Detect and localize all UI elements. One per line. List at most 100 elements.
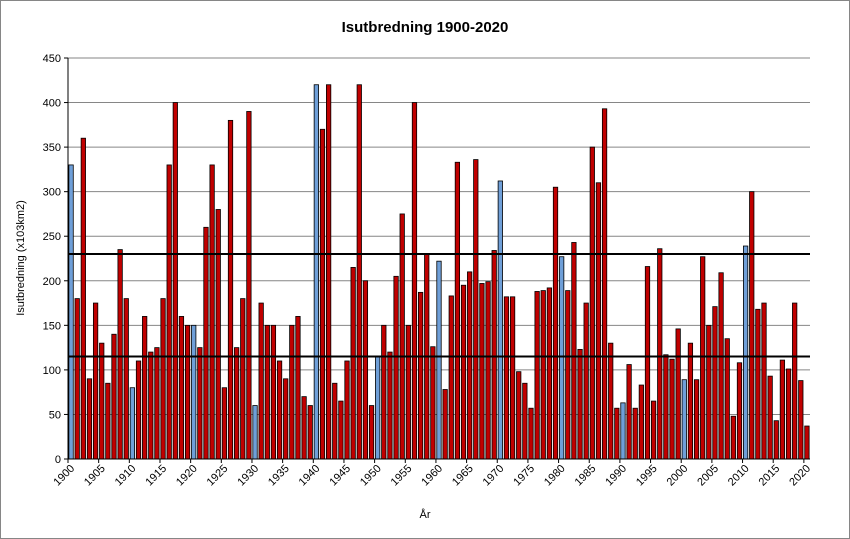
bar-1986 bbox=[595, 182, 602, 460]
y-tick-label: 300 bbox=[43, 187, 61, 199]
bar-1932 bbox=[264, 324, 270, 460]
bar-1978 bbox=[546, 287, 552, 460]
bar-1922 bbox=[203, 226, 209, 460]
bar-1918 bbox=[178, 316, 185, 460]
bar-2020 bbox=[804, 425, 810, 460]
bar-1995 bbox=[651, 400, 657, 460]
bar-2009 bbox=[736, 362, 743, 460]
bar-1943 bbox=[332, 382, 338, 460]
bar-1919 bbox=[184, 324, 191, 460]
bar-1921 bbox=[197, 347, 203, 460]
bar-1961 bbox=[442, 389, 448, 460]
bar-1960 bbox=[436, 260, 442, 460]
bar-1920 bbox=[191, 324, 197, 460]
y-tick-label: 250 bbox=[43, 231, 61, 243]
bar-1939 bbox=[307, 405, 313, 460]
bar-1972 bbox=[509, 296, 516, 460]
bar-1928 bbox=[240, 298, 246, 460]
bar-1925 bbox=[221, 387, 227, 460]
bar-2017 bbox=[785, 368, 792, 460]
bar-2014 bbox=[767, 375, 773, 460]
x-tick-label: 1925 bbox=[205, 463, 231, 489]
bar-1976 bbox=[534, 291, 540, 460]
bar-1956 bbox=[411, 102, 418, 460]
bar-1996 bbox=[657, 248, 663, 460]
bar-1988 bbox=[608, 342, 614, 460]
bar-1906 bbox=[105, 382, 111, 460]
bar-1909 bbox=[123, 298, 129, 460]
bar-1966 bbox=[473, 159, 479, 460]
x-tick-label: 2015 bbox=[757, 463, 783, 489]
bar-2013 bbox=[761, 302, 767, 460]
bar-2006 bbox=[718, 272, 724, 460]
bar-1917 bbox=[172, 102, 178, 460]
x-tick-label: 1920 bbox=[174, 463, 200, 489]
bar-2010 bbox=[743, 245, 749, 460]
bar-1998 bbox=[669, 358, 675, 460]
bar-2008 bbox=[730, 415, 736, 460]
bar-1989 bbox=[614, 407, 620, 460]
bar-1981 bbox=[565, 290, 571, 460]
y-axis-label: Isutbredning (x103km2) bbox=[15, 200, 27, 316]
x-tick-label: 2010 bbox=[726, 463, 752, 489]
bar-1992 bbox=[632, 407, 638, 460]
bar-1929 bbox=[246, 111, 252, 460]
y-tick-label: 350 bbox=[43, 142, 61, 154]
bar-1990 bbox=[620, 402, 626, 460]
bar-1969 bbox=[491, 250, 497, 460]
bar-1910 bbox=[129, 387, 135, 460]
bar-1954 bbox=[399, 213, 405, 460]
bar-1948 bbox=[362, 280, 369, 460]
y-tick-label: 400 bbox=[43, 98, 61, 110]
bar-1949 bbox=[368, 405, 375, 460]
bar-1924 bbox=[215, 209, 221, 460]
bar-1967 bbox=[479, 283, 485, 460]
bar-1971 bbox=[503, 296, 510, 460]
bar-1936 bbox=[289, 324, 295, 460]
bar-1927 bbox=[234, 347, 240, 460]
bar-2003 bbox=[700, 256, 706, 460]
bar-1965 bbox=[467, 271, 473, 460]
bar-1970 bbox=[497, 180, 503, 460]
bar-1933 bbox=[270, 324, 277, 460]
bar-1907 bbox=[111, 333, 117, 460]
x-tick-label: 1910 bbox=[113, 463, 139, 489]
bar-1982 bbox=[571, 242, 577, 460]
bar-1957 bbox=[417, 291, 424, 460]
x-tick-label: 1905 bbox=[82, 463, 108, 489]
x-tick-label: 1935 bbox=[266, 463, 292, 489]
x-tick-label: 1900 bbox=[51, 463, 77, 489]
bar-1938 bbox=[301, 396, 307, 460]
bar-1980 bbox=[559, 256, 565, 460]
x-tick-label: 1980 bbox=[542, 463, 568, 489]
bar-1975 bbox=[528, 407, 534, 460]
bar-1940 bbox=[313, 84, 319, 460]
bar-1955 bbox=[405, 324, 411, 460]
bar-1962 bbox=[448, 295, 454, 460]
bar-2018 bbox=[792, 302, 798, 460]
x-tick-label: 2000 bbox=[665, 463, 691, 489]
bar-2012 bbox=[755, 308, 761, 460]
bar-1999 bbox=[675, 328, 681, 460]
x-tick-label: 1960 bbox=[419, 463, 445, 489]
bar-1952 bbox=[387, 351, 393, 460]
bar-1926 bbox=[227, 119, 234, 460]
bar-1945 bbox=[344, 360, 350, 460]
bar-1997 bbox=[663, 354, 669, 460]
y-tick-label: 200 bbox=[43, 276, 61, 288]
x-tick-label: 1955 bbox=[389, 463, 415, 489]
x-tick-label: 1950 bbox=[358, 463, 384, 489]
bar-1993 bbox=[638, 384, 644, 460]
bar-1973 bbox=[516, 371, 522, 460]
bar-1923 bbox=[209, 164, 215, 460]
bar-2015 bbox=[773, 420, 779, 460]
bar-1942 bbox=[326, 84, 332, 460]
bar-1931 bbox=[258, 302, 264, 460]
bar-1900 bbox=[68, 164, 74, 460]
y-tick-label: 150 bbox=[43, 320, 61, 332]
bar-2002 bbox=[693, 379, 700, 460]
bar-2005 bbox=[712, 306, 718, 460]
bar-1935 bbox=[283, 378, 289, 460]
x-tick-label: 2020 bbox=[787, 463, 813, 489]
y-tick-label: 450 bbox=[43, 53, 61, 65]
